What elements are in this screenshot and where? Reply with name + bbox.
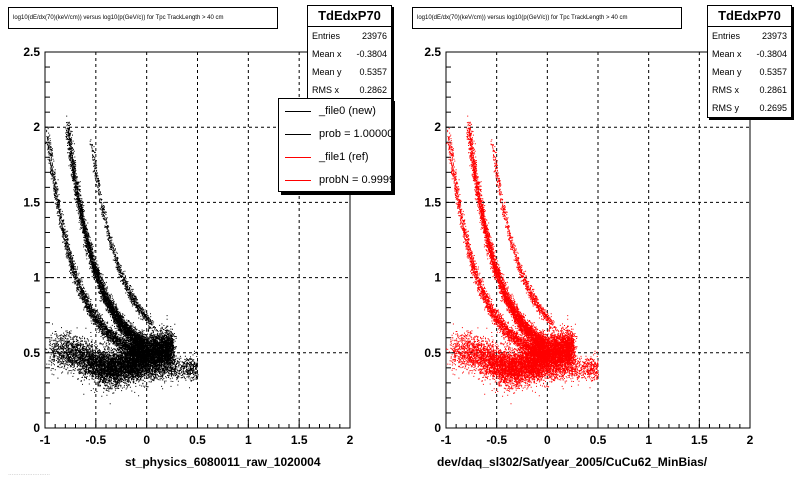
- x-tick-label: 0.5: [590, 433, 607, 447]
- x-tick-label: -0.5: [85, 433, 106, 447]
- legend-label: prob = 1.000000: [319, 128, 392, 140]
- x-tick-label: 0: [143, 433, 150, 447]
- stats-label: Mean y: [712, 67, 742, 77]
- legend-label: _file1 (ref): [319, 151, 369, 163]
- x-axis-label: st_physics_6080011_raw_1020004: [125, 455, 321, 469]
- stats-value: 0.2862: [359, 85, 387, 95]
- x-tick-label: 1.5: [291, 433, 308, 447]
- stats-label: RMS y: [712, 103, 739, 113]
- legend-entry: prob = 1.000000: [279, 124, 392, 144]
- stats-box: TdEdxP70 Entries 23976 Mean x -0.3804 Mean y…: [307, 5, 392, 100]
- stats-title: TdEdxP70: [708, 6, 791, 27]
- stats-row: Mean y 0.5357: [308, 63, 391, 81]
- stats-label: Entries: [312, 31, 341, 41]
- scatter-point-cloud: [446, 115, 599, 405]
- stats-label: RMS x: [712, 85, 739, 95]
- stats-title: TdEdxP70: [308, 6, 391, 27]
- x-tick-label: 2: [747, 433, 754, 447]
- x-tick-label: -1: [441, 433, 452, 447]
- scatter-plot-new: -1 -0.5 0 0.5 1 1.5 2 0 0.5 1 1.5 2 2.5: [23, 45, 354, 447]
- stats-row: Entries 23973: [708, 27, 791, 45]
- x-tick-label: 0: [544, 433, 551, 447]
- y-tick-label: 0: [434, 421, 441, 435]
- legend: _file0 (new) prob = 1.000000 _file1 (ref) p…: [278, 98, 392, 192]
- legend-entry: _file1 (ref): [279, 147, 391, 167]
- stats-row: Mean x -0.3804: [708, 45, 791, 63]
- stats-row: Mean y 0.5357: [708, 63, 791, 81]
- scatter-points: [446, 115, 599, 405]
- scatter-points: [45, 115, 199, 405]
- stats-value: 0.2695: [759, 103, 787, 113]
- scatter-plot-ref: -1 -0.5 0 0.5 1 1.5 2 0 0.5 1 1.5 2 2.5: [424, 45, 754, 447]
- x-axis-label: dev/daq_sl302/Sat/year_2005/CuCu62_MinBi…: [437, 455, 708, 469]
- x-tick-label: 2: [347, 433, 354, 447]
- legend-label: probN = 0.999940: [319, 174, 391, 186]
- stats-value: -0.3804: [756, 49, 787, 59]
- stats-value: -0.3804: [356, 49, 387, 59]
- y-tick-label: 1.5: [424, 195, 441, 209]
- stats-value: 0.5357: [359, 67, 387, 77]
- legend-label: _file0 (new): [319, 105, 376, 117]
- legend-entry: probN = 0.999940: [279, 170, 391, 190]
- stats-row: RMS y 0.2695: [708, 99, 791, 117]
- y-tick-label: 0.5: [424, 346, 441, 360]
- stats-row: RMS x 0.2862: [308, 81, 391, 99]
- legend-line-marker: [285, 110, 311, 112]
- stats-row: Mean x -0.3804: [308, 45, 391, 63]
- y-tick-label: 1: [33, 271, 40, 285]
- stats-label: Mean y: [312, 67, 342, 77]
- stats-label: Mean x: [312, 49, 342, 59]
- right-histogram-panel: log10(dE/dx(70)(keV/cm)) versus log10(p(…: [400, 0, 800, 480]
- plot-title: log10(dE/dx(70)(keV/cm)) versus log10(p(…: [412, 7, 682, 29]
- stats-label: RMS x: [312, 85, 339, 95]
- x-tick-label: 1.5: [691, 433, 708, 447]
- x-tick-label: 0.5: [189, 433, 206, 447]
- legend-line-marker: [285, 133, 311, 135]
- x-tick-label: 1: [245, 433, 252, 447]
- stats-row: Entries 23976: [308, 27, 391, 45]
- y-tick-label: 1.5: [23, 195, 40, 209]
- stats-value: 0.5357: [759, 67, 787, 77]
- y-tick-label: 2: [434, 120, 441, 134]
- y-tick-label: 2: [33, 120, 40, 134]
- stats-label: Entries: [712, 31, 741, 41]
- stats-value: 23973: [761, 31, 787, 41]
- left-histogram-panel: log10(dE/dx(70)(keV/cm)) versus log10(p(…: [8, 5, 392, 477]
- legend-line-marker: [285, 156, 311, 158]
- stats-row: RMS x 0.2861: [708, 81, 791, 99]
- scatter-point-cloud: [45, 115, 199, 405]
- stats-value: 0.2861: [759, 85, 787, 95]
- y-tick-label: 2.5: [424, 45, 441, 59]
- y-tick-label: 0: [33, 421, 40, 435]
- x-tick-label: 1: [645, 433, 652, 447]
- y-tick-label: 0.5: [23, 346, 40, 360]
- y-tick-label: 2.5: [23, 45, 40, 59]
- x-tick-label: -1: [40, 433, 51, 447]
- plot-title: log10(dE/dx(70)(keV/cm)) versus log10(p(…: [8, 7, 278, 29]
- legend-line-marker: [285, 179, 311, 181]
- footer-faint-text: ........................: [8, 470, 50, 477]
- stats-value: 23976: [361, 31, 387, 41]
- stats-box: TdEdxP70 Entries 23973 Mean x -0.3804 Mean y…: [707, 5, 792, 118]
- stats-label: Mean x: [712, 49, 742, 59]
- legend-entry: _file0 (new): [279, 101, 391, 121]
- y-tick-label: 1: [434, 271, 441, 285]
- x-tick-label: -0.5: [486, 433, 507, 447]
